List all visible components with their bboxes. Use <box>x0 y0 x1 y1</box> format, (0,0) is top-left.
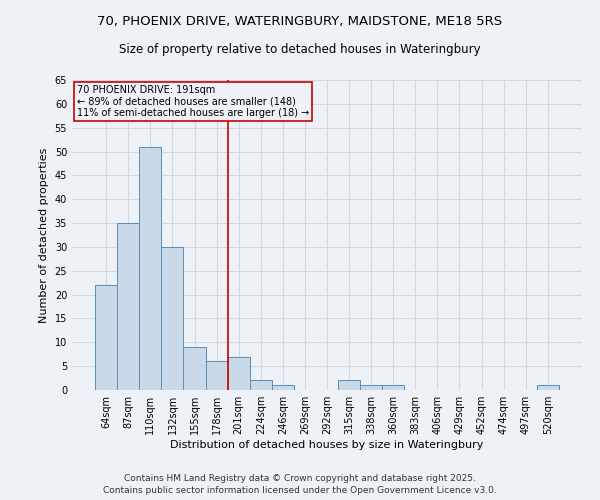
Bar <box>360 385 382 390</box>
Bar <box>184 347 206 390</box>
Bar <box>161 247 184 390</box>
Bar <box>95 285 117 390</box>
Text: Contains HM Land Registry data © Crown copyright and database right 2025.
Contai: Contains HM Land Registry data © Crown c… <box>103 474 497 495</box>
Y-axis label: Number of detached properties: Number of detached properties <box>39 148 49 322</box>
X-axis label: Distribution of detached houses by size in Wateringbury: Distribution of detached houses by size … <box>170 440 484 450</box>
Bar <box>227 356 250 390</box>
Bar <box>537 385 559 390</box>
Bar <box>117 223 139 390</box>
Bar <box>206 362 227 390</box>
Bar <box>338 380 360 390</box>
Bar <box>382 385 404 390</box>
Text: 70 PHOENIX DRIVE: 191sqm
← 89% of detached houses are smaller (148)
11% of semi-: 70 PHOENIX DRIVE: 191sqm ← 89% of detach… <box>77 84 310 118</box>
Bar <box>250 380 272 390</box>
Bar <box>139 147 161 390</box>
Text: 70, PHOENIX DRIVE, WATERINGBURY, MAIDSTONE, ME18 5RS: 70, PHOENIX DRIVE, WATERINGBURY, MAIDSTO… <box>97 15 503 28</box>
Text: Size of property relative to detached houses in Wateringbury: Size of property relative to detached ho… <box>119 42 481 56</box>
Bar <box>272 385 294 390</box>
